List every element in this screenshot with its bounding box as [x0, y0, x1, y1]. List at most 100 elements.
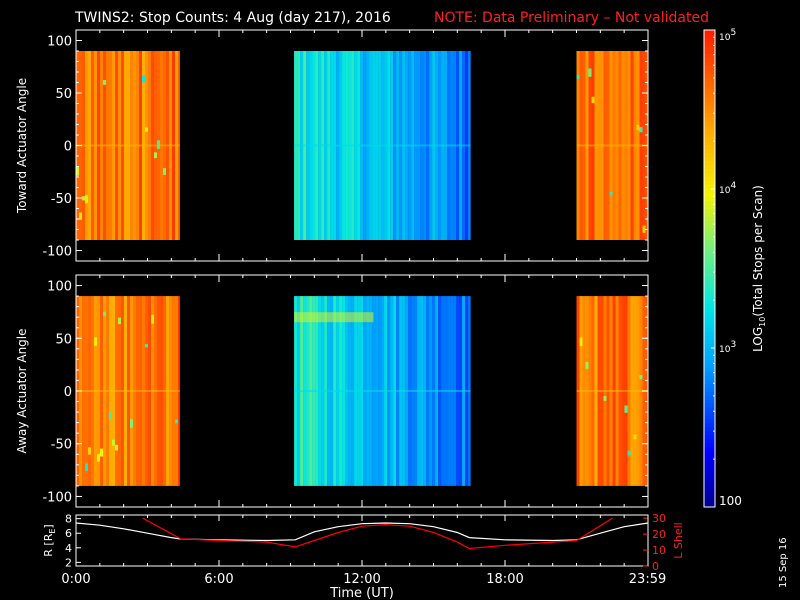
- colorbar-segment: [704, 228, 715, 234]
- figure-title: TWINS2: Stop Counts: 4 Aug (day 217), 20…: [74, 10, 391, 26]
- colorbar-segment: [704, 463, 715, 468]
- data-block-1: [76, 296, 180, 486]
- colorbar-segment: [704, 85, 715, 91]
- colorbar-segment: [704, 292, 715, 297]
- y-tick-label: 50: [55, 87, 72, 102]
- colorbar-segment: [704, 312, 715, 317]
- colorbar-segment: [704, 260, 715, 266]
- colorbar-segment: [704, 328, 715, 333]
- y-tick-label: 0: [64, 140, 72, 155]
- y-tick-label: -50: [51, 192, 72, 207]
- heatmap-speck: [633, 434, 637, 440]
- colorbar-segment: [704, 204, 715, 210]
- heatmap-speck: [88, 447, 91, 455]
- heatmap-speck: [609, 191, 613, 195]
- colorbar-segment: [704, 157, 715, 162]
- x-tick-label: 6:00: [204, 572, 233, 587]
- colorbar-segment: [704, 355, 715, 361]
- colorbar-segment: [704, 49, 715, 55]
- colorbar-segment: [704, 30, 715, 35]
- colorbar-segment: [704, 471, 715, 476]
- colorbar-segment: [704, 268, 715, 273]
- left-label-sub: E: [48, 529, 57, 534]
- colorbar-segment: [704, 427, 715, 432]
- heatmap-speck: [639, 127, 643, 133]
- colorbar-segment: [704, 344, 715, 349]
- colorbar-segment: [704, 479, 715, 484]
- heatmap-speck: [145, 127, 148, 132]
- colorbar-segment: [704, 81, 715, 87]
- colorbar-segment: [704, 77, 715, 83]
- colorbar-segment: [704, 165, 715, 170]
- colorbar-segment: [704, 288, 715, 293]
- colorbar-segment: [704, 300, 715, 305]
- data-block-3: [576, 296, 649, 486]
- x-tick-label: 18:00: [486, 572, 523, 587]
- colorbar-segment: [704, 212, 715, 218]
- colorbar-segment: [704, 224, 715, 230]
- colorbar-segment: [704, 137, 715, 142]
- colorbar-segment: [704, 41, 715, 47]
- heatmap-speck: [624, 405, 628, 413]
- colorbar-segment: [704, 435, 715, 440]
- x-tick-label: 0:00: [61, 572, 90, 587]
- colorbar-segment: [704, 348, 715, 353]
- colorbar-segment: [704, 415, 715, 421]
- colorbar-segment: [704, 447, 715, 452]
- colorbar-segment: [704, 443, 715, 448]
- heatmap-speck: [145, 344, 148, 348]
- colorbar-segment: [704, 459, 715, 464]
- data-block-2: [294, 51, 471, 240]
- colorbar-segment: [704, 367, 715, 373]
- heatmap-speck: [588, 68, 592, 77]
- colorbar-segment: [704, 196, 715, 202]
- colorbar-segment: [704, 101, 715, 107]
- colorbar-segment: [704, 359, 715, 365]
- data-block-1: [76, 51, 180, 240]
- colorbar-segment: [704, 117, 715, 122]
- colorbar-tick-exp: 4: [730, 181, 736, 191]
- zero-angle-seam: [294, 144, 471, 147]
- left-y-tick-label: 6: [65, 527, 72, 540]
- heatmap-speck: [639, 375, 643, 380]
- zero-angle-seam: [576, 144, 648, 147]
- colorbar-segment: [704, 332, 715, 337]
- heatmap-speck: [636, 124, 640, 131]
- colorbar-segment: [704, 407, 715, 413]
- zero-angle-seam: [294, 390, 471, 392]
- colorbar-tick-exp: 3: [730, 340, 736, 350]
- colorbar-segment: [704, 395, 715, 401]
- y-tick-label: 100: [47, 280, 72, 295]
- orbit-panel: 86 42 30 20 10 0 0:00 6:00 12:00 18:00 23:59 Time (…: [42, 512, 685, 600]
- colorbar-segment: [704, 93, 715, 99]
- ridge-band: [294, 312, 374, 323]
- colorbar-segment: [704, 379, 715, 385]
- colorbar-label-rest: (Total Stops per Scan): [751, 185, 765, 316]
- colorbar-label: LOG10(Total Stops per Scan): [751, 185, 767, 352]
- heatmap-speck: [85, 195, 88, 204]
- x-tick-label: 23:59: [629, 572, 666, 587]
- heatmap-speck: [175, 419, 178, 424]
- colorbar-segment: [704, 149, 715, 154]
- colorbar-segment: [704, 232, 715, 238]
- colorbar-segment: [704, 169, 715, 174]
- data-block-3: [576, 51, 649, 240]
- colorbar-segment: [704, 121, 715, 126]
- colorbar-segment: [704, 431, 715, 436]
- colorbar-segment: [704, 336, 715, 341]
- heatmap-speck: [163, 168, 166, 175]
- colorbar-segment: [704, 97, 715, 103]
- heatmap-speck: [94, 337, 97, 346]
- colorbar-segment: [704, 383, 715, 389]
- y-tick-label: -50: [51, 438, 72, 453]
- heatmap-speck: [82, 196, 85, 201]
- zero-angle-seam: [576, 390, 648, 392]
- right-y-tick-label: 20: [652, 528, 666, 541]
- colorbar-segment: [704, 467, 715, 472]
- colorbar-segment: [704, 220, 715, 226]
- colorbar-segment: [704, 296, 715, 301]
- colorbar-segment: [704, 65, 715, 71]
- colorbar-tick-label: 103: [719, 340, 736, 355]
- colorbar-segment: [704, 391, 715, 397]
- colorbar-segment: [704, 340, 715, 345]
